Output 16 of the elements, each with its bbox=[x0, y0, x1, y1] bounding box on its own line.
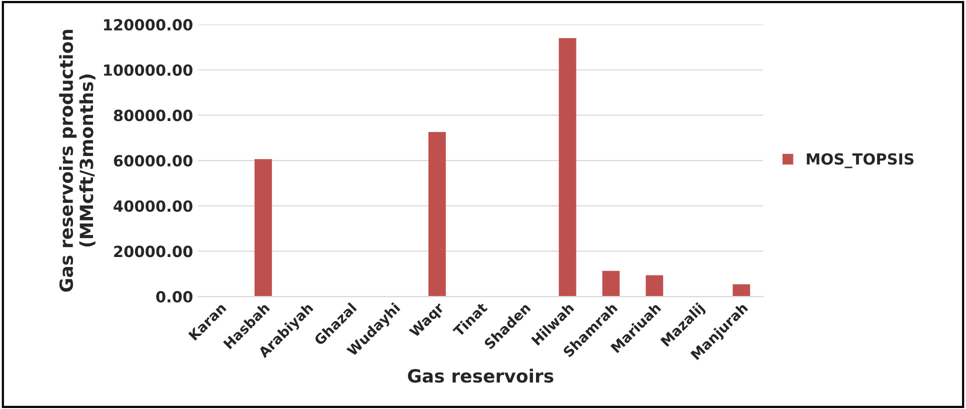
y-tick-label: 40000.00 bbox=[114, 200, 192, 212]
y-axis-title: Gas reservoirs production (MMcft/3months) bbox=[59, 30, 96, 292]
y-tick-label: 100000.00 bbox=[104, 64, 192, 76]
y-tick-label: 120000.00 bbox=[104, 19, 192, 31]
legend-label: MOS_TOPSIS bbox=[806, 153, 914, 168]
y-tick-label: 0.00 bbox=[156, 290, 192, 303]
bar bbox=[254, 159, 272, 297]
bar bbox=[602, 270, 620, 297]
bar bbox=[646, 275, 664, 297]
y-tick-label: 20000.00 bbox=[114, 246, 192, 258]
bar bbox=[558, 38, 576, 297]
x-axis-title: Gas reservoirs bbox=[408, 368, 554, 383]
bar bbox=[732, 284, 750, 297]
y-tick-label: 60000.00 bbox=[114, 155, 192, 167]
y-tick-label: 80000.00 bbox=[114, 110, 192, 122]
bar bbox=[428, 132, 446, 297]
